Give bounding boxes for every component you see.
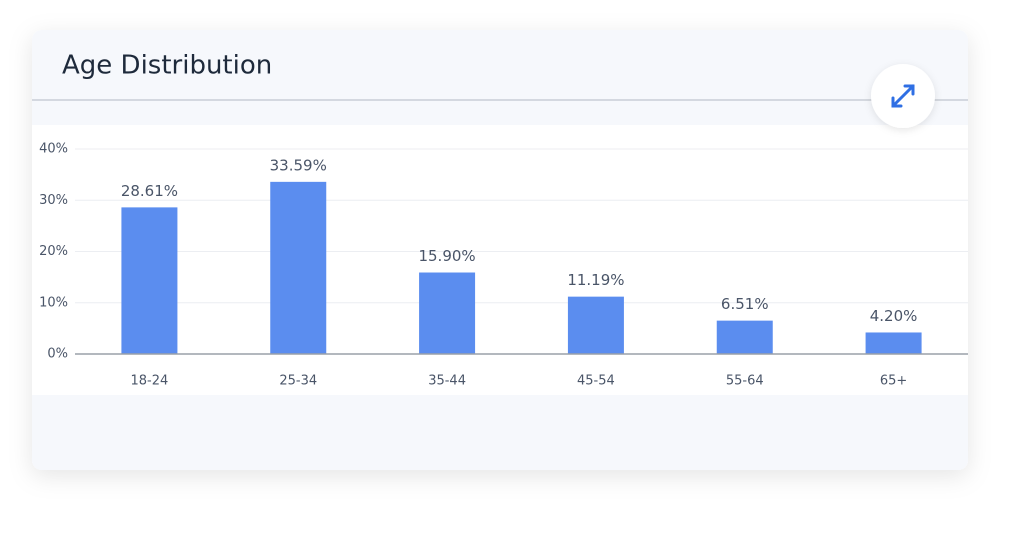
value-label: 11.19% xyxy=(567,271,624,289)
bar xyxy=(865,332,922,354)
expand-icon[interactable] xyxy=(891,84,915,108)
expand-button[interactable] xyxy=(871,64,935,128)
y-tick-label: 0% xyxy=(47,347,68,362)
value-label: 4.20% xyxy=(870,307,918,325)
x-tick-label: 18-24 xyxy=(131,374,169,389)
bar xyxy=(121,207,178,354)
x-tick-label: 55-64 xyxy=(726,374,764,389)
value-label: 15.90% xyxy=(418,247,475,265)
y-tick-label: 10% xyxy=(39,295,68,310)
chart: 0% 10% 20% 30% 40% 18-24 28.61% 25-34 33.59% 35-4… xyxy=(39,142,968,389)
value-label: 28.61% xyxy=(121,182,178,200)
value-label: 6.51% xyxy=(721,295,769,313)
y-tick-label: 30% xyxy=(39,193,68,208)
x-tick-label: 35-44 xyxy=(428,374,466,389)
x-tick-label: 25-34 xyxy=(279,374,317,389)
x-tick-label: 45-54 xyxy=(577,374,615,389)
value-label: 33.59% xyxy=(270,156,327,174)
bar xyxy=(270,181,327,354)
plot-area xyxy=(32,125,968,395)
bar xyxy=(716,320,773,354)
bar xyxy=(419,272,476,354)
y-tick-label: 40% xyxy=(39,142,68,157)
y-tick-label: 20% xyxy=(39,244,68,259)
x-tick-label: 65+ xyxy=(880,374,907,389)
bar xyxy=(567,296,624,354)
chart-title: Age Distribution xyxy=(62,51,272,81)
